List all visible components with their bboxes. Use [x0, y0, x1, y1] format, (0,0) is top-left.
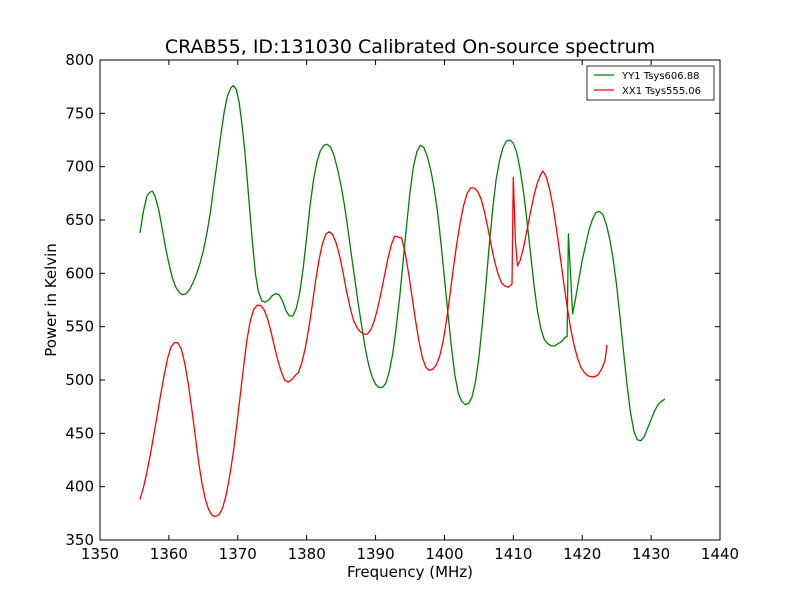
series-line-1: [139, 84, 666, 442]
y-axis-label: Power in Kelvin: [42, 243, 60, 357]
y-tick-label: 700: [65, 158, 94, 176]
y-tick-label: 500: [65, 371, 94, 389]
y-tick-label: 450: [65, 424, 94, 442]
series-layer: [139, 84, 666, 518]
series-line-2: [139, 170, 608, 518]
x-tick-label: 1410: [494, 545, 532, 563]
y-tick-label: 750: [65, 104, 94, 122]
y-tick-label: 600: [65, 264, 94, 282]
y-tick-label: 400: [65, 478, 94, 496]
legend-label-2: XX1 Tsys555.06: [622, 86, 701, 97]
x-axis-label: Frequency (MHz): [347, 563, 473, 581]
legend-box: [586, 65, 715, 101]
x-tick-label: 1370: [219, 545, 257, 563]
chart-title: CRAB55, ID:131030 Calibrated On-source s…: [165, 36, 655, 58]
legend: YY1 Tsys606.88 XX1 Tsys555.06: [586, 65, 715, 101]
x-tick-label: 1420: [563, 545, 601, 563]
y-tick-label: 350: [65, 531, 94, 549]
axis-ticks: 1350 1360 1370 1380 1390 1400 1410 1420 1430 1440…: [65, 51, 739, 563]
x-tick-label: 1430: [632, 545, 670, 563]
plot-frame: [99, 59, 721, 541]
y-tick-label: 550: [65, 318, 94, 336]
x-tick-label: 1380: [288, 545, 326, 563]
y-tick-label: 800: [65, 51, 94, 69]
y-tick-label: 650: [65, 211, 94, 229]
legend-label-1: YY1 Tsys606.88: [621, 71, 700, 82]
x-tick-label: 1360: [150, 545, 188, 563]
x-tick-label: 1350: [81, 545, 119, 563]
x-tick-label: 1390: [356, 545, 394, 563]
x-tick-label: 1440: [701, 545, 739, 563]
x-tick-label: 1400: [425, 545, 463, 563]
